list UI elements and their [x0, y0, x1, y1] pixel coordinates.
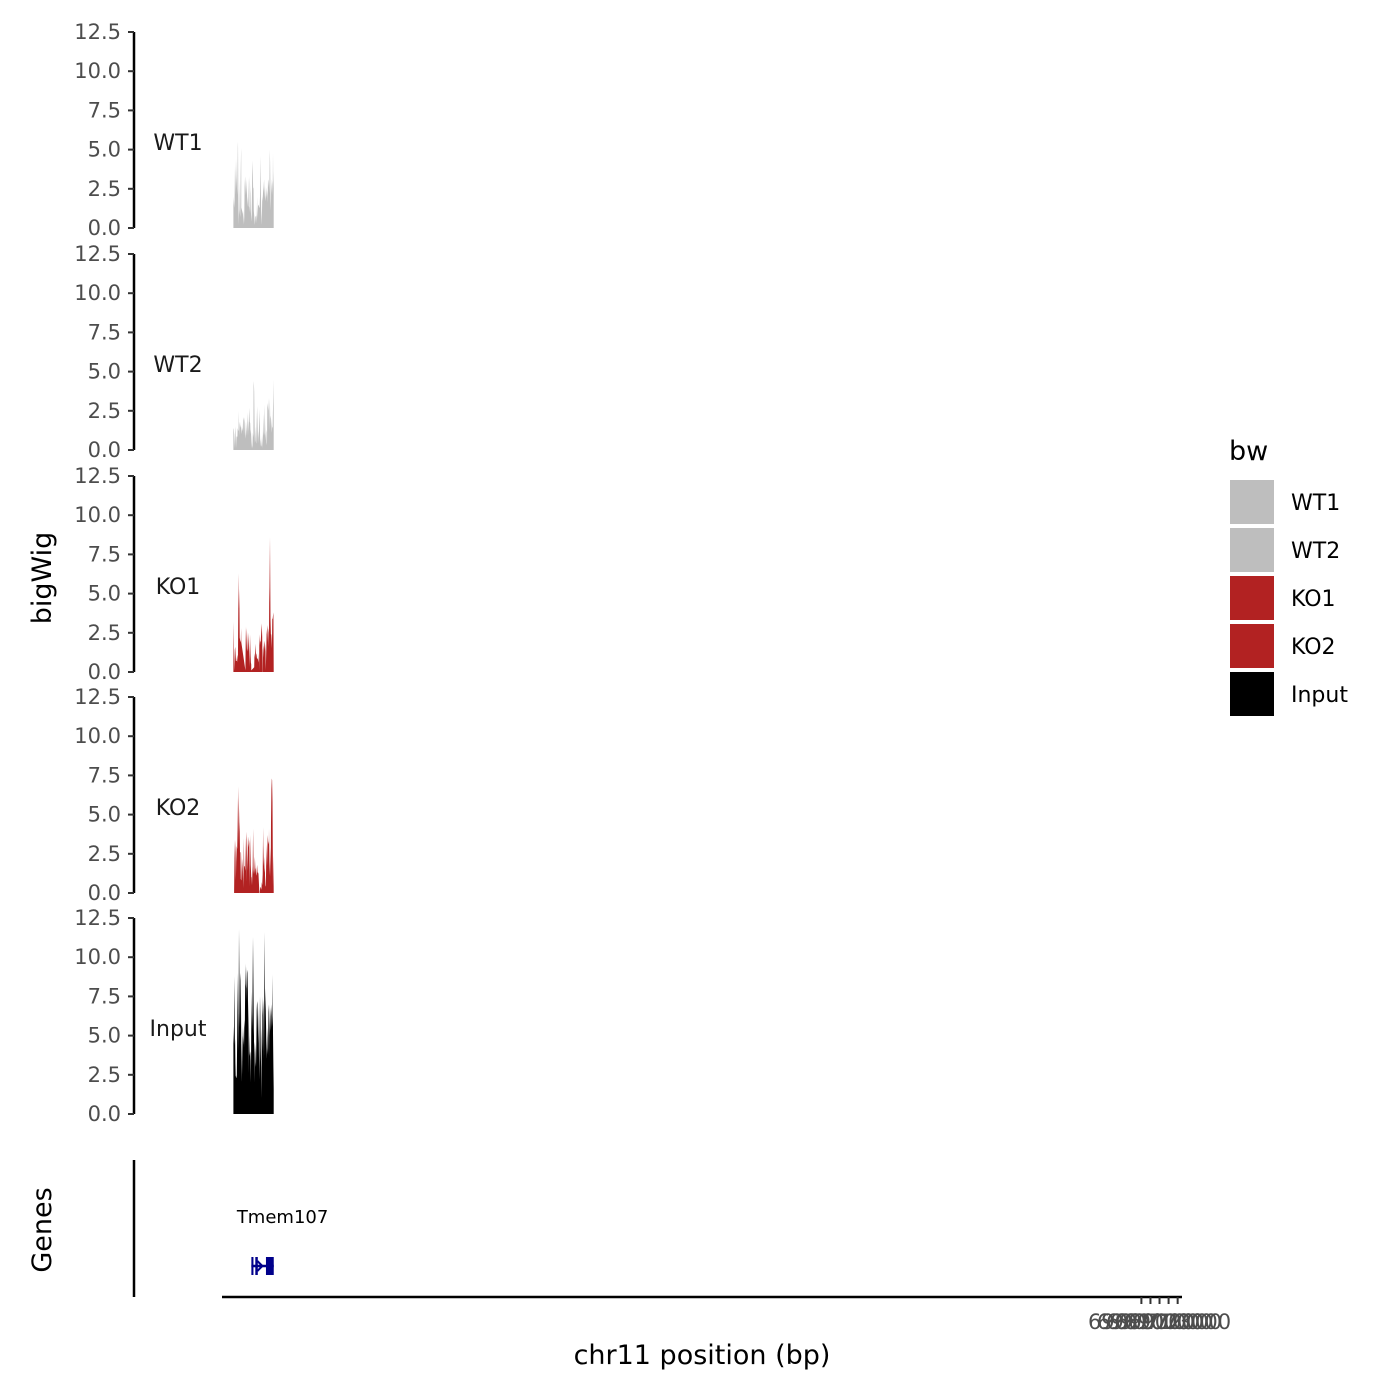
area-input [233, 929, 274, 1114]
y-tick-label: 2.5 [88, 842, 121, 866]
track-ko2: 0.0 2.5 5.0 7.5 10.0 12.5 KO2 [74, 685, 274, 905]
legend-swatch [1230, 672, 1274, 716]
y-axis-title: bigWig [27, 532, 58, 625]
y-tick-label: 12.5 [74, 242, 121, 266]
legend-swatch [1230, 576, 1274, 620]
y-tick-label: 5.0 [88, 582, 121, 606]
y-tick-label: 12.5 [74, 906, 121, 930]
legend-item-ko1: KO1 [1230, 576, 1336, 620]
y-tick-label: 12.5 [74, 20, 121, 44]
exon [255, 1257, 256, 1275]
gene-label: Tmem107 [236, 1207, 329, 1228]
y-tick-label: 0.0 [88, 1102, 121, 1126]
track-input: 0.0 2.5 5.0 7.5 10.0 12.5 Input [74, 906, 274, 1126]
y-tick-label: 7.5 [88, 763, 121, 787]
x-tick-label: 69070000 [1097, 1310, 1204, 1334]
y-tick-label: 5.0 [88, 1024, 121, 1048]
y-tick-label: 0.0 [88, 881, 121, 905]
track-wt2: 0.0 2.5 5.0 7.5 10.0 12.5 WT2 [74, 242, 274, 462]
legend-swatch [1230, 528, 1274, 572]
y-tick-label: 2.5 [88, 1063, 121, 1087]
y-tick-label: 7.5 [88, 984, 121, 1008]
y-tick-label: 2.5 [88, 621, 121, 645]
track-label: Input [150, 1017, 207, 1042]
strand-chevron [256, 1260, 264, 1272]
legend-label: KO2 [1291, 635, 1336, 660]
legend-title: bw [1229, 436, 1268, 467]
legend-label: WT1 [1291, 491, 1340, 516]
y-tick-label: 0.0 [88, 660, 121, 684]
exon [251, 1257, 254, 1275]
legend-item-wt2: WT2 [1230, 528, 1340, 572]
track-label: WT1 [153, 131, 202, 156]
legend: bw WT1 WT2 KO1 KO2 Input [1229, 436, 1348, 716]
y-tick-label: 12.5 [74, 464, 121, 488]
y-tick-label: 5.0 [88, 138, 121, 162]
y-tick-label: 10.0 [74, 724, 121, 748]
legend-swatch [1230, 480, 1274, 524]
legend-item-input: Input [1230, 672, 1348, 716]
track-panels: 0.0 2.5 5.0 7.5 10.0 12.5 WT1 0.0 2.5 5.0 7.5 10.0 1… [74, 20, 274, 1126]
x-tick-label: 69069000 [1088, 1310, 1195, 1334]
gene-tmem107: Tmem107 [236, 1207, 329, 1275]
x-tick-label: 69072000 [1115, 1310, 1222, 1334]
y-tick-label: 12.5 [74, 685, 121, 709]
exon [265, 1257, 274, 1275]
area-ko1 [233, 537, 274, 672]
legend-swatch [1230, 624, 1274, 668]
area-ko2 [234, 778, 274, 893]
y-tick-label: 2.5 [88, 399, 121, 423]
exon [255, 1257, 258, 1275]
area-wt2 [233, 379, 274, 450]
x-axis-title: chr11 position (bp) [574, 1340, 831, 1371]
track-label: WT2 [153, 353, 202, 378]
y-tick-label: 10.0 [74, 281, 121, 305]
genes-panel: Tmem107 [132, 1160, 329, 1297]
y-tick-label: 7.5 [88, 542, 121, 566]
genes-axis-title: Genes [27, 1187, 58, 1272]
y-tick-label: 10.0 [74, 945, 121, 969]
track-wt1: 0.0 2.5 5.0 7.5 10.0 12.5 WT1 [74, 20, 274, 240]
y-tick-label: 10.0 [74, 503, 121, 527]
track-label: KO1 [156, 575, 201, 600]
y-tick-label: 5.0 [88, 360, 121, 384]
legend-label: KO1 [1291, 587, 1336, 612]
legend-label: WT2 [1291, 539, 1340, 564]
track-label: KO2 [156, 796, 201, 821]
x-tick-label: 69073000 [1124, 1310, 1231, 1334]
y-tick-label: 0.0 [88, 438, 121, 462]
area-wt1 [233, 141, 274, 228]
legend-item-wt1: WT1 [1230, 480, 1340, 524]
y-tick-label: 7.5 [88, 320, 121, 344]
track-ko1: 0.0 2.5 5.0 7.5 10.0 12.5 KO1 [74, 464, 274, 684]
y-tick-label: 7.5 [88, 98, 121, 122]
y-tick-label: 0.0 [88, 216, 121, 240]
y-tick-label: 2.5 [88, 177, 121, 201]
y-tick-label: 10.0 [74, 59, 121, 83]
legend-item-ko2: KO2 [1230, 624, 1336, 668]
legend-label: Input [1291, 683, 1348, 708]
x-tick-label: 69071000 [1106, 1310, 1213, 1334]
y-tick-label: 5.0 [88, 803, 121, 827]
